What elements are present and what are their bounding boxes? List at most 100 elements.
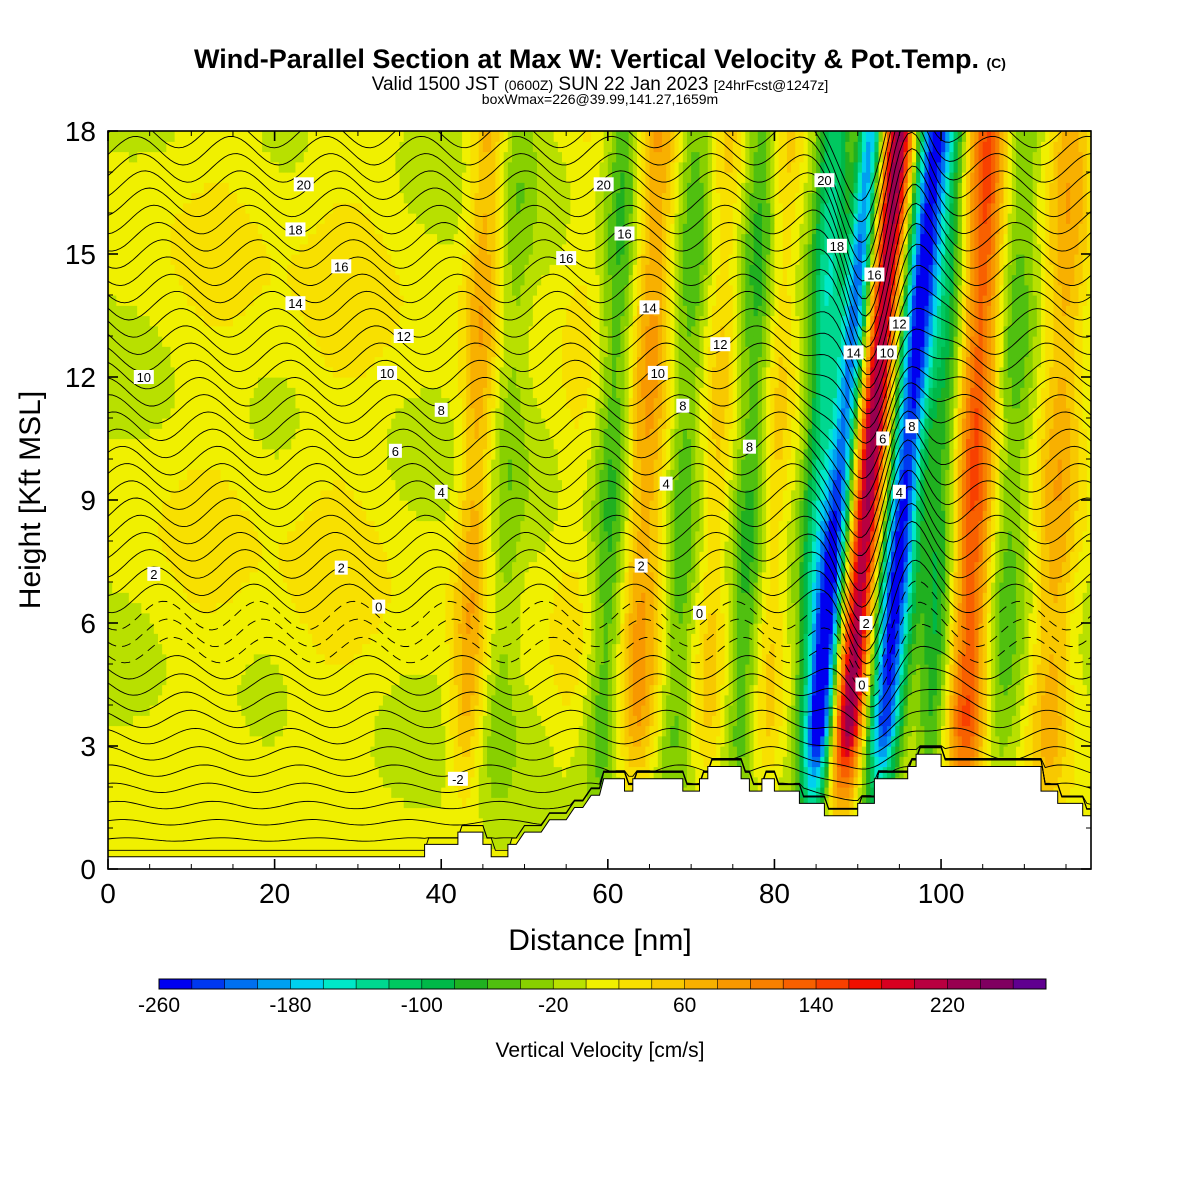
velocity-cell xyxy=(203,828,209,839)
velocity-cell xyxy=(128,756,134,768)
velocity-cell xyxy=(382,715,388,727)
velocity-cell xyxy=(982,746,988,757)
velocity-cell xyxy=(245,674,251,686)
velocity-cell xyxy=(249,766,255,778)
velocity-cell xyxy=(695,694,701,706)
velocity-cell xyxy=(478,797,484,809)
velocity-cell xyxy=(116,643,122,655)
velocity-cell xyxy=(266,684,272,696)
velocity-cell xyxy=(345,674,351,686)
velocity-cell xyxy=(886,746,892,757)
velocity-cell xyxy=(449,735,455,747)
velocity-cell xyxy=(686,674,692,686)
velocity-cell xyxy=(736,735,742,747)
velocity-cell xyxy=(370,797,376,809)
velocity-cell xyxy=(557,694,563,706)
velocity-cell xyxy=(495,807,501,819)
velocity-cell xyxy=(545,653,551,665)
velocity-cell xyxy=(462,797,467,809)
velocity-cell xyxy=(345,664,351,675)
velocity-cell xyxy=(457,684,463,696)
velocity-cell xyxy=(424,776,430,788)
velocity-cell xyxy=(228,838,234,850)
velocity-cell xyxy=(412,674,417,686)
velocity-cell xyxy=(278,746,284,757)
velocity-cell xyxy=(582,746,588,757)
velocity-cell xyxy=(699,756,705,768)
velocity-cell xyxy=(1036,664,1042,675)
velocity-cell xyxy=(524,684,530,696)
velocity-cell xyxy=(1003,725,1009,737)
velocity-cell xyxy=(382,807,388,819)
velocity-cell xyxy=(278,735,284,747)
velocity-cell xyxy=(936,725,942,737)
velocity-cell xyxy=(353,848,359,860)
velocity-cell xyxy=(736,664,742,675)
velocity-cell xyxy=(203,746,209,757)
velocity-cell xyxy=(849,694,855,706)
velocity-cell xyxy=(428,756,434,768)
velocity-cell xyxy=(566,746,571,757)
velocity-cell xyxy=(395,653,401,665)
velocity-cell xyxy=(861,694,867,706)
velocity-cell xyxy=(224,746,230,757)
velocity-cell xyxy=(249,735,255,747)
velocity-cell xyxy=(895,705,900,716)
velocity-cell xyxy=(907,746,913,757)
velocity-cell xyxy=(574,653,580,665)
velocity-cell xyxy=(811,797,817,809)
velocity-cell xyxy=(903,684,909,696)
velocity-cell xyxy=(1016,674,1021,686)
velocity-cell xyxy=(1032,674,1038,686)
velocity-cell xyxy=(691,664,696,675)
velocity-cell xyxy=(941,674,946,686)
velocity-cell xyxy=(153,746,159,757)
velocity-cell xyxy=(941,664,946,675)
velocity-cell xyxy=(532,664,538,675)
velocity-cell xyxy=(820,715,826,727)
velocity-cell xyxy=(287,797,292,809)
velocity-cell xyxy=(187,807,192,819)
velocity-cell xyxy=(1024,684,1030,696)
velocity-cell xyxy=(653,705,659,716)
velocity-cell xyxy=(157,756,163,768)
velocity-cell xyxy=(228,817,234,829)
velocity-cell xyxy=(112,838,117,850)
velocity-cell xyxy=(432,776,438,788)
velocity-cell xyxy=(274,735,280,747)
velocity-cell xyxy=(595,694,601,706)
velocity-cell xyxy=(157,643,163,655)
velocity-cell xyxy=(362,684,367,696)
velocity-cell xyxy=(791,756,796,768)
velocity-cell xyxy=(736,715,742,727)
velocity-cell xyxy=(745,746,751,757)
velocity-cell xyxy=(332,848,338,860)
velocity-cell xyxy=(836,746,842,757)
velocity-cell xyxy=(274,766,280,778)
velocity-cell xyxy=(624,725,630,737)
velocity-cell xyxy=(249,664,255,675)
velocity-cell xyxy=(149,715,155,727)
velocity-cell xyxy=(403,828,409,839)
velocity-cell xyxy=(507,735,513,747)
velocity-cell xyxy=(503,848,509,860)
velocity-cell xyxy=(541,694,546,706)
velocity-cell xyxy=(145,848,151,860)
velocity-cell xyxy=(287,684,292,696)
velocity-cell xyxy=(757,725,763,737)
velocity-cell xyxy=(145,828,151,839)
velocity-cell xyxy=(974,694,980,706)
velocity-cell xyxy=(836,715,842,727)
velocity-cell xyxy=(299,787,305,798)
velocity-cell xyxy=(1041,746,1046,757)
velocity-cell xyxy=(1070,674,1075,686)
velocity-cell xyxy=(462,746,467,757)
velocity-cell xyxy=(1049,674,1055,686)
velocity-cell xyxy=(132,756,138,768)
velocity-cell xyxy=(928,715,934,727)
velocity-cell xyxy=(720,684,726,696)
velocity-cell xyxy=(270,848,276,860)
velocity-cell xyxy=(232,715,238,727)
velocity-cell xyxy=(199,817,205,829)
velocity-cell xyxy=(528,725,534,737)
